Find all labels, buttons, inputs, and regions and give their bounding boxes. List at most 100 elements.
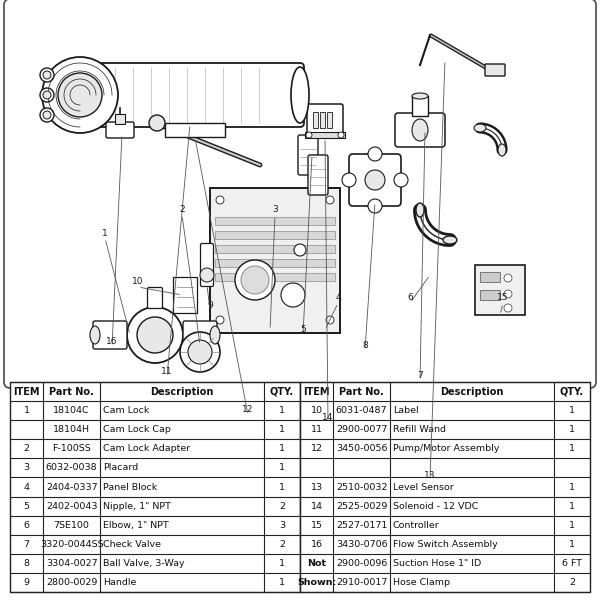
Text: 6032-0038: 6032-0038: [46, 463, 97, 472]
Text: 2: 2: [279, 502, 285, 511]
FancyBboxPatch shape: [200, 244, 214, 286]
Text: 3: 3: [272, 205, 278, 214]
Circle shape: [306, 132, 312, 138]
Circle shape: [281, 283, 305, 307]
Text: Suction Hose 1" ID: Suction Hose 1" ID: [393, 559, 481, 568]
Text: Ball Valve, 3-Way: Ball Valve, 3-Way: [103, 559, 185, 568]
Text: 13: 13: [311, 482, 323, 491]
Circle shape: [43, 91, 51, 99]
Text: Cam Lock Cap: Cam Lock Cap: [103, 425, 171, 434]
Circle shape: [42, 57, 118, 133]
Bar: [313, 112, 318, 128]
Ellipse shape: [443, 236, 457, 244]
Text: 7: 7: [417, 370, 423, 379]
Text: Pump/Motor Assembly: Pump/Motor Assembly: [393, 445, 499, 454]
Text: Solenoid - 12 VDC: Solenoid - 12 VDC: [393, 502, 478, 511]
Text: Label: Label: [393, 406, 419, 415]
Text: 8: 8: [362, 340, 368, 349]
Text: 6 FT: 6 FT: [562, 559, 582, 568]
Text: 16: 16: [311, 540, 323, 549]
Text: 18104C: 18104C: [53, 406, 90, 415]
Text: 2900-0096: 2900-0096: [336, 559, 388, 568]
Bar: [480, 290, 500, 300]
Bar: [215, 273, 335, 281]
Text: 2900-0077: 2900-0077: [336, 425, 388, 434]
Bar: [320, 112, 325, 128]
Text: 1: 1: [279, 463, 285, 472]
Circle shape: [326, 196, 334, 204]
Text: 1: 1: [279, 425, 285, 434]
Text: QTY.: QTY.: [560, 386, 584, 397]
Circle shape: [40, 68, 54, 82]
Circle shape: [200, 268, 214, 282]
Text: Description: Description: [150, 386, 214, 397]
Bar: [215, 259, 335, 267]
Circle shape: [43, 111, 51, 119]
Circle shape: [368, 199, 382, 213]
Bar: [305, 132, 345, 138]
Text: 14: 14: [322, 413, 334, 421]
Circle shape: [342, 173, 356, 187]
Text: ITEM: ITEM: [304, 386, 330, 397]
FancyBboxPatch shape: [4, 0, 596, 388]
Text: 1: 1: [569, 540, 575, 549]
Circle shape: [43, 71, 51, 79]
Text: 3: 3: [23, 463, 30, 472]
Circle shape: [241, 266, 269, 294]
Circle shape: [326, 316, 334, 324]
Text: 11: 11: [311, 425, 323, 434]
Text: 2404-0337: 2404-0337: [46, 482, 97, 491]
Circle shape: [235, 260, 275, 300]
Text: 2: 2: [569, 578, 575, 587]
Text: Placard: Placard: [103, 463, 138, 472]
Bar: [10, 382, 300, 592]
Text: Handle: Handle: [103, 578, 136, 587]
FancyBboxPatch shape: [349, 154, 401, 206]
Circle shape: [180, 332, 220, 372]
Text: 10: 10: [132, 277, 144, 286]
Text: 10: 10: [311, 406, 323, 415]
FancyBboxPatch shape: [485, 64, 505, 76]
Bar: [115, 114, 125, 124]
Text: 2510-0032: 2510-0032: [336, 482, 388, 491]
FancyBboxPatch shape: [183, 321, 217, 349]
Text: 2402-0043: 2402-0043: [46, 502, 97, 511]
Text: 14: 14: [311, 502, 323, 511]
Text: Hose Clamp: Hose Clamp: [393, 578, 450, 587]
Text: 2525-0029: 2525-0029: [336, 502, 388, 511]
Text: 8: 8: [23, 559, 29, 568]
Text: 2527-0171: 2527-0171: [336, 521, 388, 530]
Text: 1: 1: [569, 445, 575, 454]
Text: 18104H: 18104H: [53, 425, 90, 434]
Bar: [475, 265, 525, 315]
Text: 1: 1: [23, 406, 29, 415]
Text: Nipple, 1" NPT: Nipple, 1" NPT: [103, 502, 171, 511]
Text: 15: 15: [497, 293, 509, 302]
Bar: [327, 112, 332, 128]
Text: 1: 1: [279, 406, 285, 415]
Text: 15: 15: [311, 521, 323, 530]
Circle shape: [294, 244, 306, 256]
Circle shape: [504, 290, 512, 298]
Text: 6031-0487: 6031-0487: [336, 406, 388, 415]
Circle shape: [338, 132, 344, 138]
Text: 3450-0056: 3450-0056: [336, 445, 388, 454]
Ellipse shape: [412, 93, 428, 99]
Text: 2: 2: [179, 205, 185, 214]
Text: 1: 1: [279, 482, 285, 491]
Circle shape: [216, 196, 224, 204]
Text: 3: 3: [279, 521, 285, 530]
Circle shape: [504, 304, 512, 312]
Ellipse shape: [412, 119, 428, 141]
FancyBboxPatch shape: [307, 104, 343, 136]
FancyBboxPatch shape: [86, 63, 304, 127]
Ellipse shape: [90, 326, 100, 344]
Bar: [215, 217, 335, 225]
Text: 16: 16: [106, 337, 118, 346]
Text: 1: 1: [569, 482, 575, 491]
Bar: [412, 96, 428, 116]
Circle shape: [216, 316, 224, 324]
Text: Panel Block: Panel Block: [103, 482, 157, 491]
Text: Part No.: Part No.: [339, 386, 384, 397]
FancyBboxPatch shape: [308, 155, 328, 195]
